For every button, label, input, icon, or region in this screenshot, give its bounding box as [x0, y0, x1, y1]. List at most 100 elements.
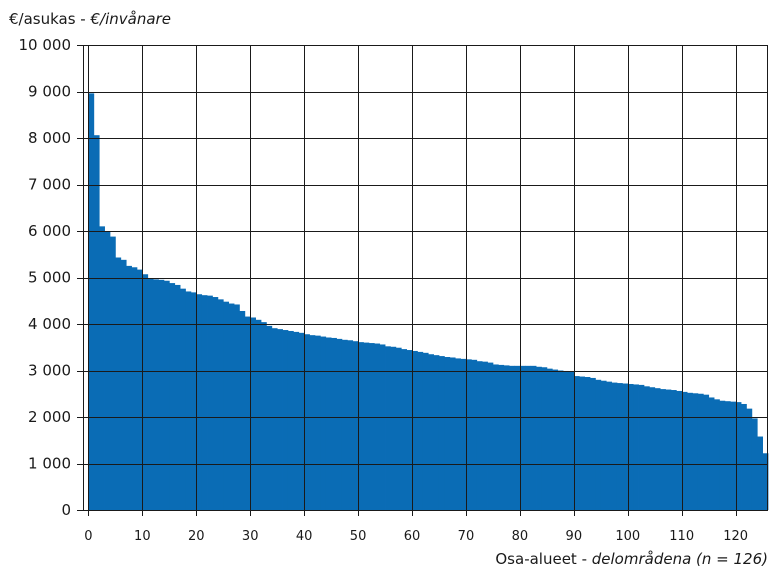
- bar: [358, 342, 364, 510]
- x-tick-label: 30: [242, 529, 259, 544]
- bar: [519, 365, 526, 510]
- bar: [271, 328, 278, 510]
- bar: [579, 376, 586, 510]
- bar: [444, 357, 451, 510]
- bar: [525, 365, 532, 510]
- bar: [735, 402, 742, 510]
- bar: [401, 349, 408, 510]
- bar: [320, 336, 327, 510]
- bar: [590, 377, 596, 510]
- bar: [352, 341, 359, 510]
- bar: [643, 386, 650, 510]
- bar: [552, 369, 559, 510]
- bar: [390, 346, 397, 510]
- bar: [638, 384, 645, 510]
- bar: [557, 370, 564, 510]
- bar: [379, 344, 386, 510]
- bar: [762, 453, 769, 510]
- x-tick-label: 40: [296, 529, 313, 544]
- bar: [616, 383, 623, 510]
- bar: [627, 383, 634, 510]
- bar: [212, 297, 219, 510]
- bar: [708, 397, 715, 510]
- bar: [665, 389, 672, 510]
- bar: [455, 358, 461, 510]
- bar: [153, 279, 159, 510]
- y-axis-title: €/asukas - €/invånare: [9, 10, 171, 28]
- bar: [584, 377, 591, 510]
- bar: [304, 334, 310, 510]
- bar: [649, 387, 656, 510]
- bar: [131, 267, 138, 510]
- bar: [336, 338, 343, 510]
- bar: [465, 359, 472, 510]
- y-tick-label: 7 000: [28, 176, 71, 194]
- bar: [228, 303, 235, 510]
- bar: [196, 294, 203, 510]
- bar: [207, 295, 213, 510]
- bar: [314, 335, 321, 511]
- y-axis-title-main: €/asukas -: [9, 10, 91, 28]
- bar: [158, 279, 165, 510]
- bar: [190, 292, 197, 510]
- bar: [433, 355, 440, 510]
- bar: [622, 383, 629, 510]
- bar: [670, 390, 677, 510]
- bar: [438, 356, 445, 510]
- bar: [730, 401, 737, 510]
- bar: [568, 371, 575, 510]
- bar: [595, 379, 602, 510]
- bar: [757, 436, 763, 510]
- bar: [412, 350, 418, 510]
- y-tick-label: 4 000: [28, 315, 71, 333]
- bar: [573, 376, 580, 510]
- bar: [503, 365, 510, 510]
- bar: [681, 391, 688, 510]
- x-axis-title: Osa-alueet - delområdena (n = 126): [495, 550, 768, 568]
- bar: [126, 265, 132, 511]
- bar: [692, 393, 699, 510]
- bar: [374, 343, 381, 510]
- bar: [741, 403, 747, 510]
- bar: [703, 394, 710, 510]
- x-tick-label: 0: [84, 529, 92, 544]
- x-tick-label: 110: [669, 529, 694, 544]
- y-tick-label: 6 000: [28, 222, 71, 240]
- bar: [136, 269, 143, 510]
- bar: [460, 358, 467, 511]
- y-axis-title-italic: €/invånare: [90, 10, 171, 28]
- bar: [223, 301, 230, 510]
- bar: [714, 399, 720, 510]
- bar: [395, 347, 402, 510]
- bar: [109, 236, 116, 510]
- bar: [298, 332, 305, 510]
- bar: [287, 330, 294, 510]
- y-tick-label: 0: [61, 501, 71, 519]
- bar: [347, 340, 354, 510]
- bar: [239, 310, 246, 510]
- bar: [260, 322, 267, 510]
- bar: [406, 350, 413, 510]
- bar: [492, 364, 499, 510]
- x-tick-label: 20: [188, 529, 205, 544]
- y-tick-label: 5 000: [28, 269, 71, 287]
- bar: [449, 357, 456, 510]
- y-tick-label: 2 000: [28, 408, 71, 426]
- y-tick-label: 9 000: [28, 83, 71, 101]
- bar: [174, 284, 181, 510]
- x-tick-label: 70: [458, 529, 475, 544]
- bar: [498, 364, 505, 510]
- bar: [487, 362, 494, 510]
- y-tick-labels: 0 1 000 2 000 3 000 4 000 5 000 6 000 7 000 8 00…: [19, 36, 72, 519]
- bar: [687, 392, 693, 510]
- bar: [363, 342, 370, 510]
- bar: [88, 93, 95, 511]
- bar: [282, 330, 289, 510]
- bar: [255, 319, 262, 510]
- bar: [422, 352, 429, 510]
- bar: [660, 389, 666, 510]
- bar: [293, 331, 300, 510]
- bar: [719, 400, 726, 510]
- bar: [93, 135, 100, 510]
